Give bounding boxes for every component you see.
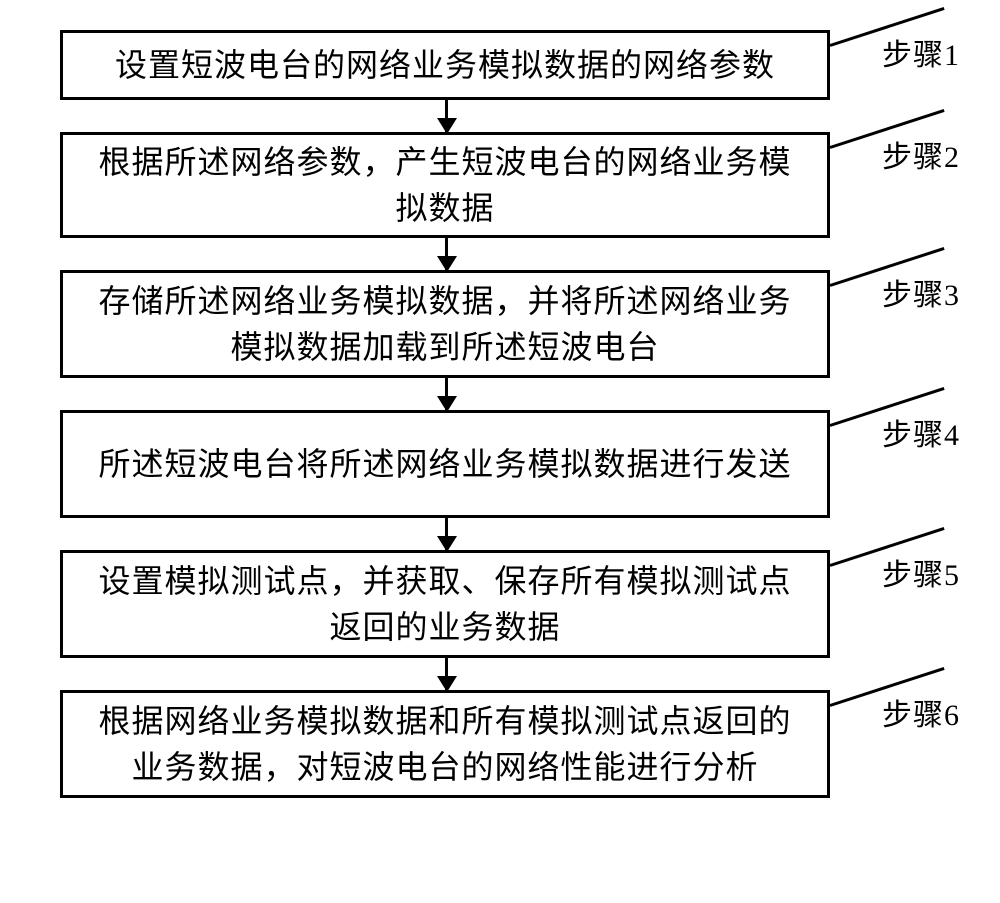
arrow-container-1 — [0, 100, 1000, 132]
step-row-4: 所述短波电台将所述网络业务模拟数据进行发送 步骤4 — [0, 410, 1000, 518]
step-box-6: 根据网络业务模拟数据和所有模拟测试点返回的业务数据，对短波电台的网络性能进行分析 — [60, 690, 830, 798]
step-text-6: 根据网络业务模拟数据和所有模拟测试点返回的业务数据，对短波电台的网络性能进行分析 — [83, 698, 807, 791]
step-row-5: 设置模拟测试点，并获取、保存所有模拟测试点返回的业务数据 步骤5 — [0, 550, 1000, 658]
arrow-5 — [445, 658, 448, 690]
arrow-container-5 — [0, 658, 1000, 690]
step-row-1: 设置短波电台的网络业务模拟数据的网络参数 步骤1 — [0, 30, 1000, 100]
step-box-4: 所述短波电台将所述网络业务模拟数据进行发送 — [60, 410, 830, 518]
step-row-6: 根据网络业务模拟数据和所有模拟测试点返回的业务数据，对短波电台的网络性能进行分析… — [0, 690, 1000, 798]
arrow-container-2 — [0, 238, 1000, 270]
arrow-2 — [445, 238, 448, 270]
step-label-2: 步骤2 — [882, 132, 960, 176]
step-label-5: 步骤5 — [882, 550, 960, 594]
arrow-container-4 — [0, 518, 1000, 550]
flowchart-container: 设置短波电台的网络业务模拟数据的网络参数 步骤1 根据所述网络参数，产生短波电台… — [0, 30, 1000, 798]
step-box-1: 设置短波电台的网络业务模拟数据的网络参数 — [60, 30, 830, 100]
step-box-5: 设置模拟测试点，并获取、保存所有模拟测试点返回的业务数据 — [60, 550, 830, 658]
step-text-4: 所述短波电台将所述网络业务模拟数据进行发送 — [98, 441, 791, 487]
step-label-6: 步骤6 — [882, 690, 960, 734]
step-text-2: 根据所述网络参数，产生短波电台的网络业务模拟数据 — [83, 139, 807, 232]
step-label-4: 步骤4 — [882, 410, 960, 454]
step-box-2: 根据所述网络参数，产生短波电台的网络业务模拟数据 — [60, 132, 830, 238]
step-box-3: 存储所述网络业务模拟数据，并将所述网络业务模拟数据加载到所述短波电台 — [60, 270, 830, 378]
arrow-4 — [445, 518, 448, 550]
step-row-2: 根据所述网络参数，产生短波电台的网络业务模拟数据 步骤2 — [0, 132, 1000, 238]
step-label-1: 步骤1 — [882, 30, 960, 74]
arrow-1 — [445, 100, 448, 132]
step-text-1: 设置短波电台的网络业务模拟数据的网络参数 — [115, 42, 775, 88]
arrow-container-3 — [0, 378, 1000, 410]
arrow-3 — [445, 378, 448, 410]
step-text-3: 存储所述网络业务模拟数据，并将所述网络业务模拟数据加载到所述短波电台 — [83, 278, 807, 371]
step-row-3: 存储所述网络业务模拟数据，并将所述网络业务模拟数据加载到所述短波电台 步骤3 — [0, 270, 1000, 378]
step-text-5: 设置模拟测试点，并获取、保存所有模拟测试点返回的业务数据 — [83, 558, 807, 651]
step-label-3: 步骤3 — [882, 270, 960, 314]
